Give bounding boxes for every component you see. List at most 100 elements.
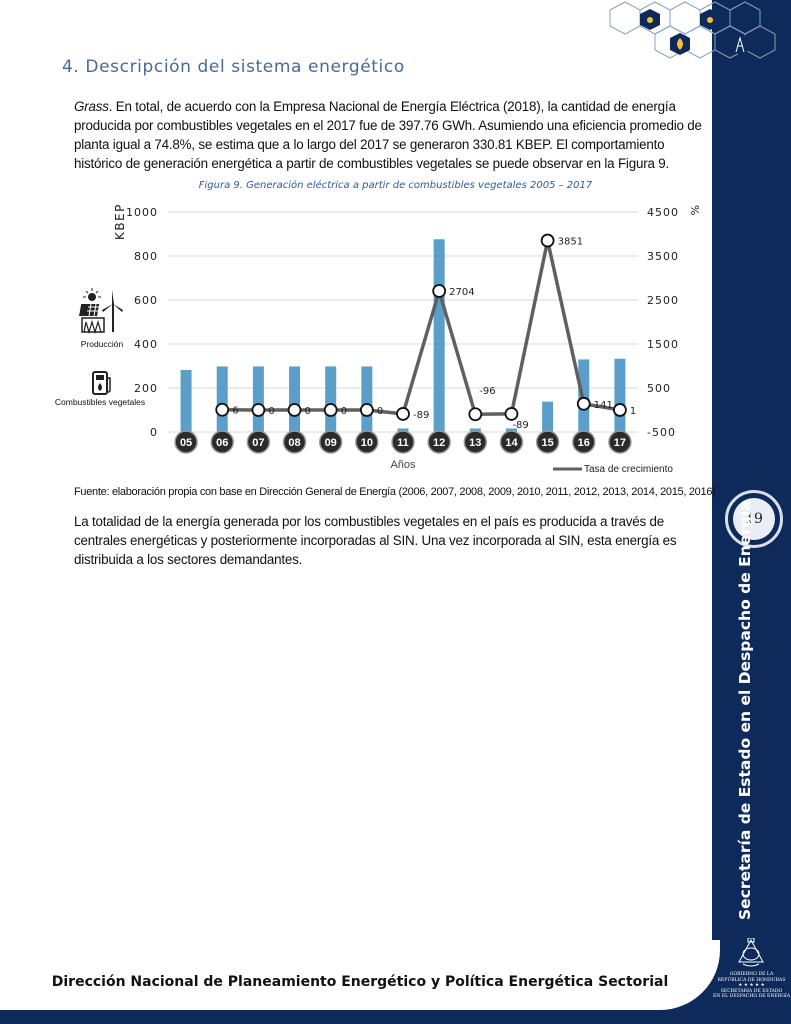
y-axis-label-left: KBEP xyxy=(113,203,127,240)
growth-data-label: 6 xyxy=(232,406,238,417)
x-tick-badge xyxy=(572,430,596,454)
growth-data-label: 0 xyxy=(341,406,347,417)
x-tick-badge xyxy=(427,430,451,454)
bar xyxy=(180,369,192,432)
x-tick-badge xyxy=(174,430,198,454)
y-tick-left: 800 xyxy=(134,250,158,263)
emblem-line: GOBIERNO DE LA xyxy=(729,972,774,977)
page-number-badge: 19 xyxy=(725,490,783,548)
bar xyxy=(469,428,481,432)
x-tick-label: 17 xyxy=(614,437,626,449)
growth-data-label: 141 xyxy=(594,400,613,411)
legend-label: Tasa de crecimiento xyxy=(584,464,673,475)
y-tick-right: 1500 xyxy=(647,338,679,351)
x-tick-label: 16 xyxy=(578,437,590,449)
growth-data-label: 0 xyxy=(377,406,383,417)
x-tick-label: 15 xyxy=(541,437,553,449)
growth-point xyxy=(396,407,410,421)
growth-point xyxy=(540,233,555,248)
bar xyxy=(325,366,337,432)
emblem-line: EN EL DESPACHO DE ENERGÍA xyxy=(712,994,791,999)
x-tick-badge xyxy=(210,430,234,454)
y-tick-right: 3500 xyxy=(647,250,679,263)
growth-point xyxy=(359,403,374,417)
y-tick-right: 4500 xyxy=(647,206,679,219)
emblem-line: ★ ★ ★ ★ ★ xyxy=(738,983,765,988)
growth-point xyxy=(504,407,519,421)
x-tick-label: 07 xyxy=(252,437,264,449)
y-tick-left: 600 xyxy=(134,294,158,307)
growth-point xyxy=(287,403,302,417)
y-tick-left: 200 xyxy=(134,382,158,395)
growth-point xyxy=(251,403,266,417)
energy-hexagon-icons xyxy=(609,1,776,59)
growth-data-label: 0 xyxy=(268,406,274,417)
x-tick-badge xyxy=(282,430,307,454)
growth-data-label: 2704 xyxy=(449,287,474,298)
x-tick-label: 12 xyxy=(433,437,445,449)
growth-data-label: 3851 xyxy=(558,237,583,248)
x-tick-label: 14 xyxy=(505,437,518,449)
chart-bars xyxy=(180,239,626,432)
section-title: 4. Descripción del sistema energético xyxy=(62,57,405,77)
footer-curve xyxy=(0,940,720,1010)
paragraph-intro-text: . En total, de acuerdo con la Empresa Na… xyxy=(74,99,702,171)
growth-point xyxy=(613,403,627,417)
figure-caption: Figura 9. Generación eléctrica a partir … xyxy=(198,180,593,191)
x-tick-badge xyxy=(355,430,379,454)
x-tick-badge xyxy=(391,430,415,454)
x-axis-label: Años xyxy=(390,459,416,471)
emblem-caption: GOBIERNO DE LA REPÚBLICA DE HONDURAS ★ ★… xyxy=(712,972,791,1000)
y-tick-left: 1000 xyxy=(126,206,158,219)
y-tick-right: 500 xyxy=(647,382,671,395)
growth-data-label: -89 xyxy=(413,410,429,421)
production-icon xyxy=(79,288,123,335)
growth-point xyxy=(432,284,447,298)
paragraph-intro-tail: . xyxy=(665,156,670,171)
italic-lead: Grass xyxy=(74,99,109,114)
x-tick-badge xyxy=(246,430,271,454)
x-tick-label: 05 xyxy=(180,437,192,449)
x-tick-label: 13 xyxy=(469,437,481,449)
bar xyxy=(614,358,626,432)
x-tick-label: 06 xyxy=(216,437,228,449)
bar xyxy=(542,401,554,432)
x-tick-label: 10 xyxy=(361,437,373,449)
x-category-badges: 05 06 07 08 09 10 11 12 13 14 15 16 17 xyxy=(174,430,632,454)
footer-title: Dirección Nacional de Planeamiento Energ… xyxy=(51,974,669,990)
bar xyxy=(289,366,301,432)
y-tick-left: 400 xyxy=(134,338,158,351)
legend: Tasa de crecimiento xyxy=(553,464,673,475)
page-background xyxy=(0,0,712,965)
y-axis-label-right: % xyxy=(688,205,701,215)
sidebar-band xyxy=(712,0,791,960)
paragraph-intro: Grass. En total, de acuerdo con la Empre… xyxy=(74,97,704,173)
x-tick-label: 11 xyxy=(397,437,409,449)
fuel-icon xyxy=(92,371,111,395)
x-tick-badge xyxy=(608,430,632,454)
bar xyxy=(216,366,228,432)
emblem-line: REPÚBLICA DE HONDURAS xyxy=(717,977,786,983)
growth-point xyxy=(323,403,338,417)
growth-data-label: 0 xyxy=(305,406,311,417)
x-tick-badge xyxy=(499,430,524,454)
coat-of-arms-icon xyxy=(738,938,764,967)
emblem-line: SECRETARÍA DE ESTADO xyxy=(720,988,783,994)
y-tick-right: -500 xyxy=(647,426,676,439)
fuel-label: Combustibles vegetales xyxy=(55,397,145,407)
sidebar-title: Secretaría de Estado en el Despacho de E… xyxy=(736,500,754,920)
bar xyxy=(397,428,409,432)
x-tick-badge xyxy=(535,430,560,454)
bar xyxy=(578,359,590,432)
figure-source: Fuente: elaboración propia con base en D… xyxy=(74,486,716,498)
y-tick-left: 0 xyxy=(150,426,158,439)
x-tick-label: 08 xyxy=(288,437,300,449)
x-tick-label: 09 xyxy=(325,437,337,449)
bar xyxy=(361,366,373,432)
paragraph-body: La totalidad de la energía generada por … xyxy=(74,514,677,567)
growth-line: 6 0 0 0 0 -89 2704 -96 -89 3851 141 1 xyxy=(215,233,636,431)
figure-link[interactable]: Figura 9 xyxy=(617,156,666,171)
growth-point xyxy=(576,396,591,411)
